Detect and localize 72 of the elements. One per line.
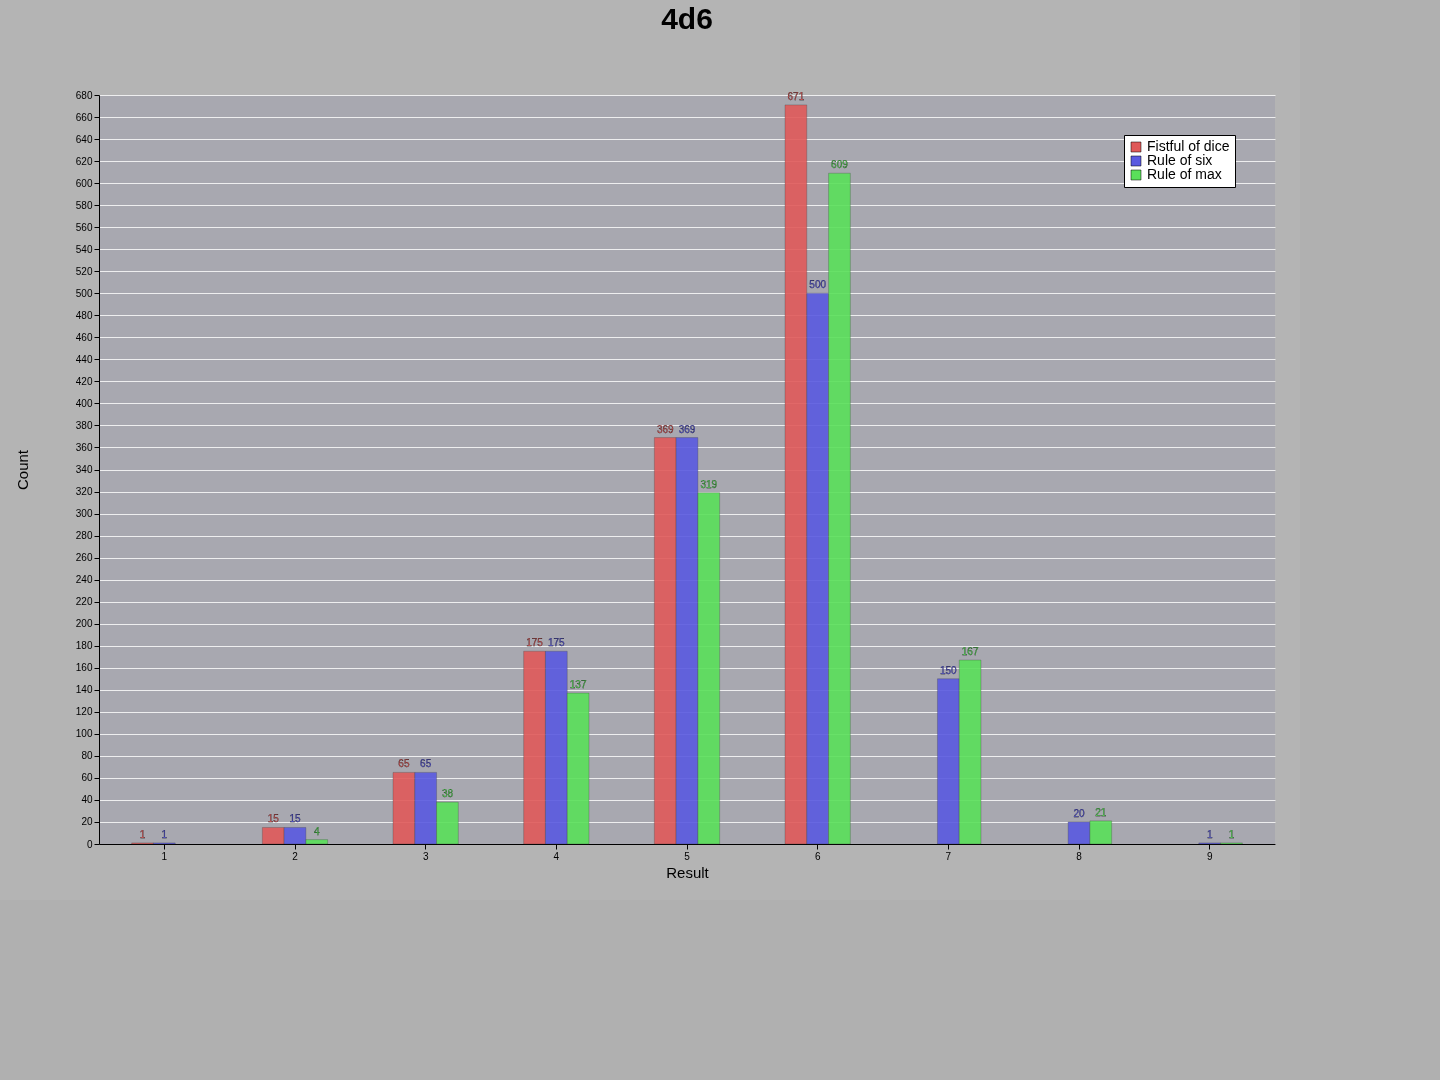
data-label: 175: [547, 637, 566, 649]
y-tick-label: 420: [75, 375, 93, 387]
data-label: 369: [678, 423, 696, 435]
y-tick-label: 400: [75, 397, 93, 409]
y-tick-label: 140: [75, 684, 93, 696]
y-tick-label: 480: [75, 309, 93, 321]
y-tick-label: 100: [75, 728, 93, 740]
data-label: 15: [289, 813, 301, 825]
x-tick-label: 1: [161, 850, 168, 862]
data-label: 1: [1228, 828, 1235, 840]
x-tick-label: 8: [1076, 850, 1083, 862]
y-tick-label: 180: [75, 640, 93, 652]
x-tick-label: 5: [684, 850, 691, 862]
data-label: 1: [139, 828, 146, 840]
x-tick-label: 2: [292, 850, 299, 862]
data-label: 500: [809, 279, 827, 291]
y-tick-label: 160: [75, 662, 93, 674]
chart-title: 4d6: [661, 2, 713, 35]
y-tick-label: 460: [75, 331, 93, 343]
data-label: 20: [1073, 807, 1085, 819]
y-tick-label: 0: [86, 838, 93, 850]
data-label: 1: [161, 828, 168, 840]
data-label: 671: [787, 90, 805, 102]
y-tick-label: 240: [75, 574, 93, 586]
y-tick-label: 640: [75, 133, 93, 145]
y-tick-label: 560: [75, 221, 93, 233]
data-label: 369: [656, 423, 674, 435]
legend-label: Rule of max: [1147, 166, 1222, 182]
data-label: 319: [700, 478, 718, 490]
y-axis-title: Count: [13, 449, 31, 491]
y-tick-label: 340: [75, 464, 93, 475]
y-tick-label: 380: [75, 419, 93, 431]
data-label: 65: [420, 758, 432, 770]
y-tick-label: 500: [75, 287, 93, 299]
y-tick-label: 360: [75, 441, 93, 453]
y-tick-label: 520: [75, 265, 93, 277]
y-tick-label: 80: [81, 750, 93, 762]
data-label: 1: [1206, 828, 1213, 840]
y-tick-label: 620: [75, 155, 93, 167]
data-label: 167: [961, 646, 979, 658]
y-tick-label: 120: [75, 706, 93, 718]
x-tick-label: 4: [553, 850, 560, 862]
data-label: 4: [314, 825, 320, 837]
legend-label: Rule of six: [1147, 152, 1213, 168]
data-label: 175: [526, 637, 544, 649]
data-label: 15: [267, 813, 280, 825]
y-tick-label: 580: [75, 199, 93, 211]
y-tick-label: 220: [75, 596, 93, 608]
legend-label: Fistful of dice: [1147, 138, 1230, 154]
y-tick-label: 600: [75, 177, 93, 189]
x-tick-label: 3: [422, 850, 429, 862]
data-label: 38: [441, 788, 454, 800]
y-tick-label: 540: [75, 243, 93, 255]
data-label: 137: [569, 679, 587, 691]
x-tick-label: 9: [1206, 850, 1213, 862]
y-tick-label: 280: [75, 530, 93, 542]
x-tick-label: 6: [814, 850, 821, 862]
data-label: 21: [1095, 806, 1107, 818]
y-tick-label: 660: [75, 111, 93, 123]
data-label: 65: [398, 758, 410, 770]
y-tick-label: 320: [75, 486, 93, 498]
y-tick-label: 680: [75, 89, 93, 101]
y-tick-label: 60: [81, 772, 93, 784]
y-tick-label: 40: [81, 794, 93, 806]
y-tick-label: 260: [75, 552, 93, 564]
y-tick-label: 20: [81, 816, 93, 828]
x-tick-label: 7: [945, 850, 952, 862]
x-axis-title: Result: [666, 863, 710, 881]
data-label: 609: [831, 159, 849, 171]
y-tick-label: 440: [75, 353, 93, 365]
y-tick-label: 200: [75, 618, 93, 630]
y-tick-label: 300: [75, 508, 93, 520]
